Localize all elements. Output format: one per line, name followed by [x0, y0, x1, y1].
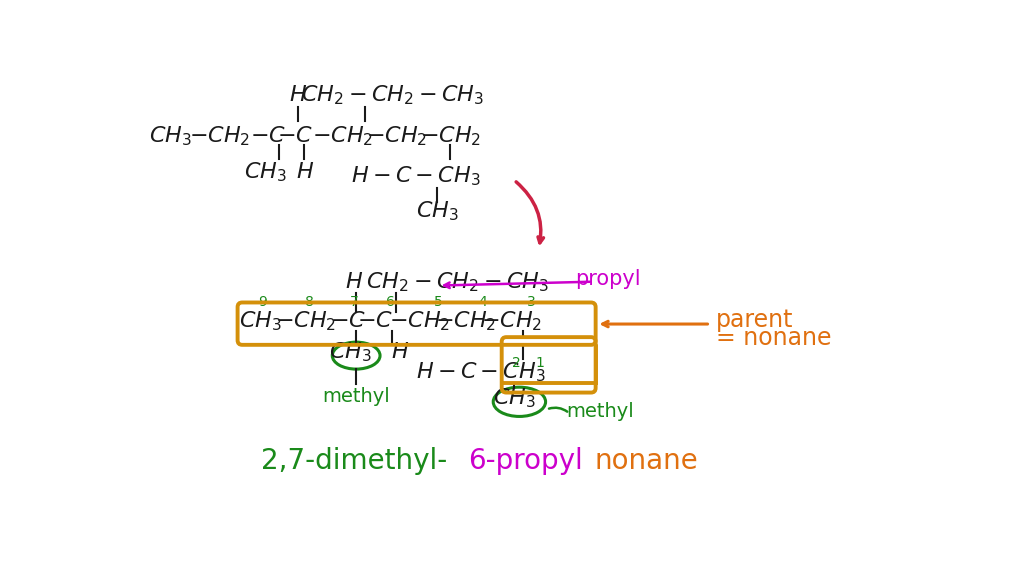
Text: $H-C-CH_3$: $H-C-CH_3$ — [416, 361, 546, 384]
Text: $-CH_2$: $-CH_2$ — [366, 124, 427, 148]
Text: $-C$: $-C$ — [331, 311, 367, 331]
Text: 8: 8 — [305, 295, 313, 310]
Text: $-CH_2$: $-CH_2$ — [420, 124, 480, 148]
Text: 3: 3 — [526, 295, 536, 310]
Text: $CH_2-CH_2-CH_3$: $CH_2-CH_2-CH_3$ — [301, 84, 483, 107]
Text: $CH_3$: $CH_3$ — [239, 309, 282, 333]
Text: $-CH_2$: $-CH_2$ — [311, 124, 373, 148]
Text: 9: 9 — [259, 295, 267, 310]
Text: methyl: methyl — [566, 402, 634, 421]
Text: $CH_3$: $CH_3$ — [493, 386, 536, 410]
Text: 1: 1 — [536, 356, 545, 369]
Text: $H-C-CH_3$: $H-C-CH_3$ — [350, 164, 480, 188]
Text: 6: 6 — [386, 295, 394, 310]
Text: $H$: $H$ — [296, 162, 314, 182]
Text: $CH_3$: $CH_3$ — [150, 124, 191, 148]
Text: 6-propyl: 6-propyl — [468, 447, 583, 475]
Text: $H$: $H$ — [391, 342, 410, 362]
Text: $CH_3$: $CH_3$ — [244, 161, 287, 184]
Text: parent: parent — [716, 308, 794, 332]
Text: $-C$: $-C$ — [357, 311, 393, 331]
Text: $CH_3$: $CH_3$ — [416, 199, 459, 223]
Text: $-CH_2$: $-CH_2$ — [274, 309, 336, 333]
Text: $H$: $H$ — [345, 272, 362, 292]
Text: $-CH_2$: $-CH_2$ — [188, 124, 250, 148]
Text: 5: 5 — [434, 295, 443, 310]
Text: $-CH_2$: $-CH_2$ — [389, 309, 450, 333]
Text: $CH_2-CH_2-CH_3$: $CH_2-CH_2-CH_3$ — [367, 271, 549, 294]
Text: $-CH_2$: $-CH_2$ — [435, 309, 496, 333]
Text: 7: 7 — [349, 295, 358, 310]
Text: 4: 4 — [478, 295, 486, 310]
Text: propyl: propyl — [575, 268, 641, 288]
Text: methyl: methyl — [323, 387, 390, 406]
Text: 2,7-dimethyl-: 2,7-dimethyl- — [261, 447, 447, 475]
Text: $H$: $H$ — [289, 86, 307, 105]
Text: $-CH_2$: $-CH_2$ — [481, 309, 543, 333]
Text: $-C$: $-C$ — [276, 126, 312, 146]
Text: = nonane: = nonane — [716, 326, 831, 350]
Text: 2: 2 — [512, 356, 521, 369]
Text: nonane: nonane — [594, 447, 697, 475]
Text: $CH_3$: $CH_3$ — [330, 340, 372, 364]
Text: $-C$: $-C$ — [250, 126, 287, 146]
